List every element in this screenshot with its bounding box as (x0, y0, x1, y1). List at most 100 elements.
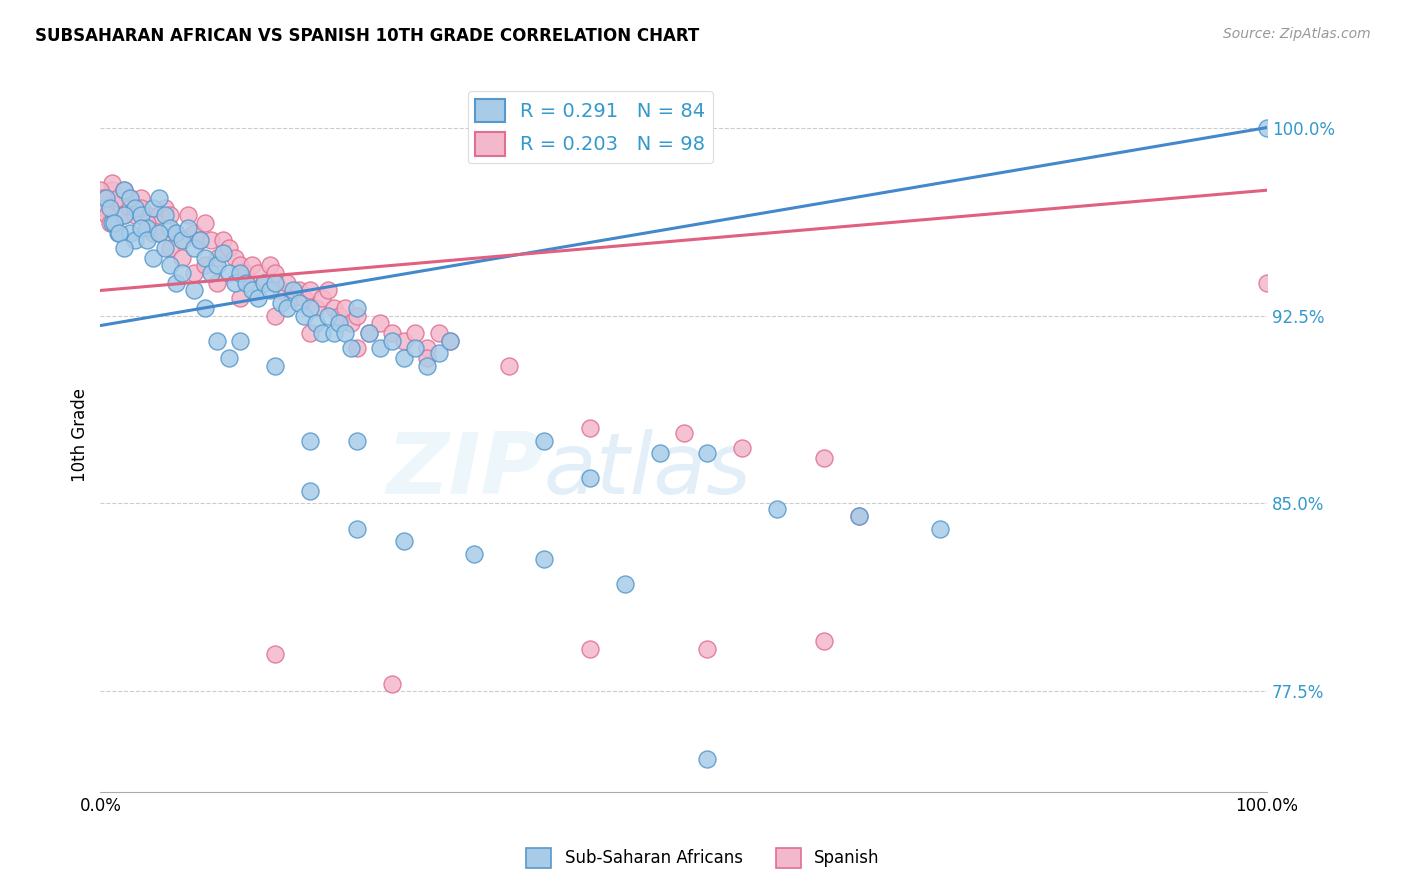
Point (101, 183, 124, 197)
Point (170, 233, 193, 247)
Point (929, 522, 952, 536)
Point (107, 191, 129, 205)
Point (696, 641, 718, 656)
Point (294, 291, 316, 305)
Text: SUBSAHARAN AFRICAN VS SPANISH 10TH GRADE CORRELATION CHART: SUBSAHARAN AFRICAN VS SPANISH 10TH GRADE… (35, 27, 699, 45)
Point (129, 191, 152, 205)
Point (264, 276, 287, 290)
Point (381, 334, 404, 348)
Point (118, 226, 141, 240)
Point (311, 291, 333, 305)
Point (165, 276, 187, 290)
Point (148, 208, 170, 222)
Point (322, 326, 344, 340)
Point (218, 351, 240, 365)
Point (322, 301, 344, 315)
Point (381, 677, 404, 691)
Point (101, 216, 124, 230)
Point (224, 251, 246, 265)
Point (183, 266, 205, 280)
Point (1256, 120, 1278, 135)
Point (177, 208, 200, 222)
Point (240, 259, 263, 273)
Point (253, 276, 276, 290)
Point (112, 208, 135, 222)
Point (316, 284, 339, 298)
Point (264, 266, 287, 280)
Point (153, 241, 176, 255)
Point (696, 446, 718, 460)
Point (96, 208, 118, 222)
Point (107, 201, 129, 215)
Point (118, 191, 141, 205)
Point (211, 233, 233, 247)
Point (112, 183, 135, 197)
Point (294, 309, 316, 323)
Point (579, 421, 602, 435)
Point (159, 259, 181, 273)
Legend: R = 0.291   N = 84, R = 0.203   N = 98: R = 0.291 N = 84, R = 0.203 N = 98 (468, 91, 713, 163)
Point (112, 183, 135, 197)
Point (96, 191, 118, 205)
Point (287, 284, 309, 298)
Point (129, 220, 152, 235)
Point (159, 220, 181, 235)
Point (346, 301, 368, 315)
Point (848, 508, 870, 523)
Point (498, 359, 520, 373)
Point (416, 359, 439, 373)
Point (188, 233, 211, 247)
Point (118, 201, 141, 215)
Point (264, 359, 287, 373)
Point (316, 309, 339, 323)
Point (148, 191, 170, 205)
Point (381, 326, 404, 340)
Point (101, 176, 124, 190)
Point (224, 276, 246, 290)
Point (153, 208, 176, 222)
Point (299, 284, 322, 298)
Point (194, 216, 217, 230)
Point (287, 296, 309, 310)
Point (205, 334, 228, 348)
Point (240, 284, 263, 298)
Point (229, 334, 252, 348)
Point (96, 191, 118, 205)
Point (416, 341, 439, 355)
Point (357, 326, 380, 340)
Point (368, 316, 391, 330)
Point (276, 276, 298, 290)
Point (188, 233, 211, 247)
Point (165, 226, 187, 240)
Point (183, 226, 205, 240)
Point (346, 522, 368, 536)
Point (89, 183, 111, 197)
Point (205, 259, 228, 273)
Point (112, 208, 135, 222)
Point (194, 251, 217, 265)
Point (731, 442, 754, 456)
Point (340, 316, 363, 330)
Point (94, 201, 117, 215)
Point (142, 201, 165, 215)
Point (159, 208, 181, 222)
Point (416, 351, 439, 365)
Point (142, 251, 165, 265)
Point (98, 201, 121, 215)
Point (335, 301, 357, 315)
Point (357, 326, 380, 340)
Point (136, 208, 159, 222)
Point (281, 291, 304, 305)
Point (205, 276, 228, 290)
Point (200, 266, 222, 280)
Point (170, 251, 193, 265)
Point (229, 266, 252, 280)
Point (98, 216, 121, 230)
Legend: Sub-Saharan Africans, Spanish: Sub-Saharan Africans, Spanish (520, 841, 886, 875)
Point (159, 241, 181, 255)
Point (136, 220, 159, 235)
Point (124, 201, 146, 215)
Point (153, 201, 176, 215)
Y-axis label: 10th Grade: 10th Grade (72, 387, 89, 482)
Point (392, 334, 415, 348)
